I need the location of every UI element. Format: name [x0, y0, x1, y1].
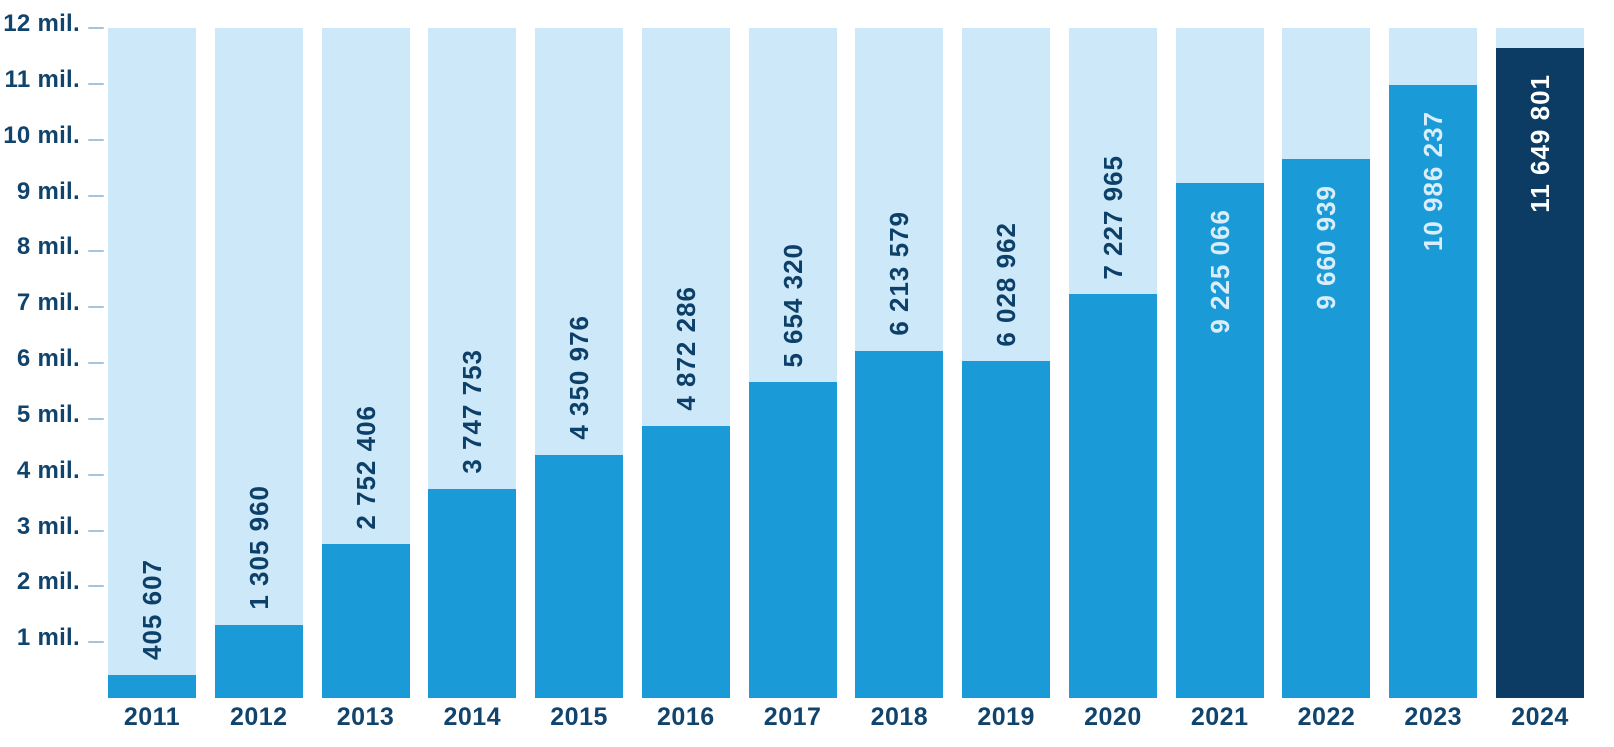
x-axis-label-2018: 2018: [870, 703, 929, 731]
bar-value-label: 9 225 066: [1204, 208, 1235, 334]
y-axis-label: 10 mil.: [3, 121, 80, 149]
y-axis-tick: [88, 362, 104, 364]
x-axis-label-2020: 2020: [1084, 703, 1142, 731]
bar-fill: [641, 425, 730, 698]
y-axis-label: 11 mil.: [4, 65, 80, 93]
bar-fill: [321, 544, 410, 698]
bar-group-2022: 9 660 939: [1282, 28, 1371, 698]
x-axis-label-2011: 2011: [123, 703, 181, 731]
bar-value-label: 6 213 579: [884, 211, 915, 337]
bar-group-2013: 2 752 406: [321, 28, 410, 698]
bar-group-2017: 5 654 320: [748, 28, 837, 698]
x-axis-label-2023: 2023: [1404, 703, 1463, 731]
x-axis-label-2021: 2021: [1190, 703, 1249, 731]
y-axis-label: 9 mil.: [16, 177, 80, 205]
bar-group-2011: 405 607: [108, 28, 196, 698]
bar-group-2019: 6 028 962: [962, 28, 1051, 698]
x-axis-label-2022: 2022: [1297, 703, 1356, 731]
x-axis-label-2012: 2012: [229, 703, 288, 731]
y-axis-tick: [88, 250, 104, 253]
bar-value-label: 1 305 960: [243, 485, 274, 611]
bar-fill: [214, 625, 303, 698]
x-axis-label-2024: 2024: [1511, 703, 1569, 731]
y-axis-label: 4 mil.: [16, 456, 80, 484]
y-axis-tick: [88, 306, 104, 309]
bar-fill: [748, 382, 837, 698]
bar-group-2021: 9 225 066: [1175, 28, 1264, 698]
bar-value-label: 11 649 801: [1525, 73, 1555, 213]
y-axis-label: 2 mil.: [16, 568, 80, 596]
y-axis-tick: [88, 27, 104, 29]
bar-fill: [1389, 84, 1478, 698]
bar-background: [108, 28, 196, 698]
bar-background: [214, 28, 303, 698]
x-axis-label-2017: 2017: [763, 703, 822, 731]
bar-fill: [1496, 47, 1584, 698]
bar-value-label: 4 872 286: [670, 286, 701, 411]
y-axis-tick: [88, 417, 104, 420]
bar-group-2015: 4 350 976: [535, 28, 624, 698]
bar-fill: [535, 455, 624, 698]
x-axis-label-2019: 2019: [977, 703, 1035, 731]
x-axis-label-2013: 2013: [336, 703, 395, 731]
bar-value-label: 3 747 753: [457, 349, 488, 474]
bar-fill: [1175, 182, 1264, 698]
x-axis-label-2015: 2015: [550, 703, 608, 731]
y-axis-tick: [88, 138, 104, 141]
y-axis-label: 6 mil.: [16, 345, 80, 372]
bar-fill: [1068, 294, 1157, 698]
y-axis-label: 8 mil.: [16, 233, 80, 261]
y-axis-label: 12 mil.: [3, 10, 80, 37]
bar-fill: [962, 361, 1051, 698]
bar-group-2018: 6 213 579: [855, 28, 944, 698]
bar-fill: [108, 675, 196, 698]
y-axis-tick: [88, 529, 104, 532]
y-axis-tick: [88, 194, 104, 197]
bar-group-2016: 4 872 286: [641, 28, 730, 698]
bar-value-label: 10 986 237: [1418, 110, 1449, 251]
bar-group-2012: 1 305 960: [214, 28, 303, 698]
bar-group-2020: 7 227 965: [1068, 28, 1157, 698]
x-axis-label-2016: 2016: [657, 703, 715, 731]
bar-group-2023: 10 986 237: [1389, 28, 1478, 698]
y-axis-label: 1 mil.: [16, 624, 80, 652]
bar-fill: [428, 488, 517, 698]
y-axis-tick: [88, 473, 104, 476]
bar-value-label: 405 607: [137, 559, 167, 661]
y-axis-tick: [88, 641, 104, 644]
y-axis-tick: [88, 82, 104, 85]
bar-value-label: 7 227 965: [1097, 154, 1128, 280]
bar-value-label: 2 752 406: [350, 404, 381, 530]
bar-group-2014: 3 747 753: [428, 28, 517, 698]
y-axis-label: 7 mil.: [16, 289, 80, 317]
bar-value-label: 9 660 939: [1311, 184, 1342, 310]
y-axis-label: 5 mil.: [16, 400, 80, 428]
x-axis-label-2014: 2014: [443, 703, 502, 731]
bar-fill: [1282, 158, 1371, 698]
bar-fill: [855, 351, 944, 698]
bar-value-label: 5 654 320: [777, 242, 808, 368]
bar-value-label: 6 028 962: [991, 221, 1022, 347]
y-axis-label: 3 mil.: [16, 512, 80, 540]
bar-value-label: 4 350 976: [564, 315, 595, 441]
y-axis-tick: [88, 585, 104, 588]
bar-group-2024: 11 649 801: [1496, 28, 1584, 698]
